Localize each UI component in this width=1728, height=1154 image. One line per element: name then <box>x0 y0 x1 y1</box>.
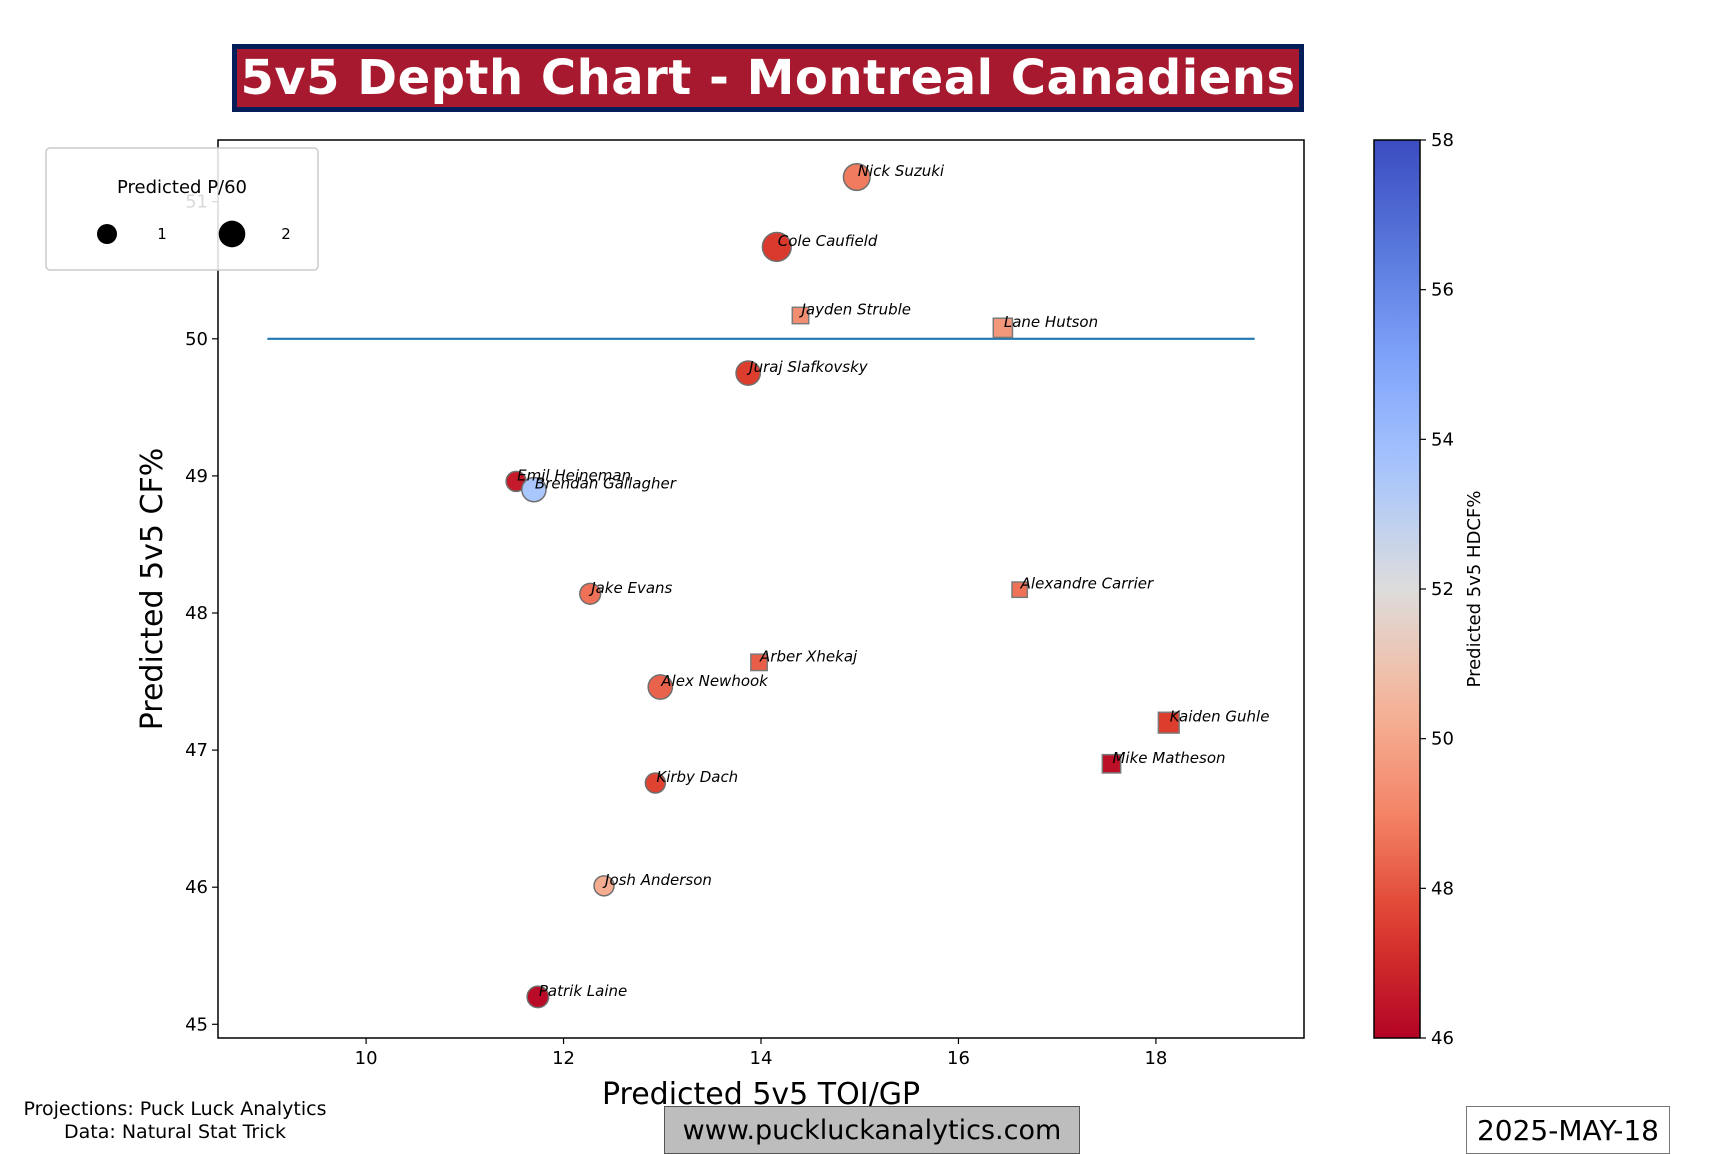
website-label: www.puckluckanalytics.com <box>664 1106 1080 1154</box>
data-point-square <box>1101 753 1122 774</box>
point-label: Jake Evans <box>588 579 672 597</box>
colorbar-gradient <box>1373 139 1421 1039</box>
point-label: Emil Heineman <box>517 466 631 484</box>
projections-credit: Projections: Puck Luck Analytics <box>23 1098 327 1120</box>
colorbar-tick-label: 50 <box>1431 729 1454 750</box>
y-axis-label: Predicted 5v5 CF% <box>135 448 170 731</box>
point-label: Josh Anderson <box>602 871 712 889</box>
y-tick-label: 46 <box>185 877 208 898</box>
colorbar-tick-label: 52 <box>1431 579 1454 600</box>
data-point-circle <box>521 476 547 503</box>
legend-marker <box>97 224 117 244</box>
data-point-square <box>750 653 768 672</box>
legend-box <box>45 147 319 271</box>
point-label: Alex Newhook <box>660 672 769 690</box>
colorbar-tick-label: 56 <box>1431 280 1454 301</box>
size-legend: Predicted P/60 1 2 <box>45 147 319 271</box>
data-point-circle <box>526 985 550 1009</box>
date-label: 2025-MAY-18 <box>1466 1106 1670 1154</box>
data-credit: Data: Natural Stat Trick <box>64 1121 286 1143</box>
footer-credits: Projections: Puck Luck Analytics Data: N… <box>10 1098 340 1144</box>
plot-area: 101214161845464748495051Nick SuzukiCole … <box>185 139 1305 1069</box>
point-label: Mike Matheson <box>1112 749 1225 767</box>
point-label: Kirby Dach <box>656 768 738 786</box>
legend-label: 1 <box>157 225 167 243</box>
y-tick-label: 47 <box>185 740 208 761</box>
point-label: Brendan Gallagher <box>535 475 677 493</box>
colorbar-tick-label: 46 <box>1431 1028 1454 1049</box>
y-tick-label: 45 <box>185 1014 208 1035</box>
point-label: Cole Caufield <box>778 232 878 250</box>
colorbar-label: Predicted 5v5 HDCF% <box>1464 491 1485 688</box>
point-label: Alexandre Carrier <box>1020 575 1154 593</box>
point-label: Nick Suzuki <box>858 162 945 180</box>
data-point-circle <box>579 582 602 605</box>
data-point-circle <box>842 162 871 192</box>
colorbar-tick-label: 58 <box>1431 130 1454 151</box>
data-point-square <box>1011 581 1029 599</box>
y-tick-label: 48 <box>185 603 208 624</box>
data-point-circle <box>761 231 792 263</box>
point-label: Kaiden Guhle <box>1170 708 1270 726</box>
data-point-circle <box>735 360 762 386</box>
x-tick-label: 16 <box>947 1048 970 1069</box>
x-tick-label: 10 <box>355 1048 378 1069</box>
legend-marker <box>218 220 246 248</box>
data-point-circle <box>647 674 674 700</box>
point-label: Jayden Struble <box>798 300 911 318</box>
data-point-square <box>791 306 810 325</box>
legend-label: 2 <box>281 225 291 243</box>
data-point-circle <box>593 875 615 897</box>
chart-title: 5v5 Depth Chart - Montreal Canadiens <box>240 50 1296 106</box>
y-tick-label: 50 <box>185 329 208 350</box>
data-point-square <box>992 317 1014 339</box>
chart-title-banner: 5v5 Depth Chart - Montreal Canadiens <box>232 44 1304 112</box>
legend-title: Predicted P/60 <box>117 177 247 198</box>
x-tick-label: 18 <box>1144 1048 1167 1069</box>
point-label: Lane Hutson <box>1004 313 1098 331</box>
colorbar: 46 48 50 52 54 56 58 Predicted 5v5 HDCF% <box>1373 130 1485 1049</box>
point-label: Juraj Slafkovsky <box>746 358 869 376</box>
colorbar-tick-label: 48 <box>1431 878 1454 899</box>
colorbar-tick-label: 54 <box>1431 429 1454 450</box>
y-tick-label: 49 <box>185 466 208 487</box>
x-tick-label: 14 <box>750 1048 773 1069</box>
x-tick-label: 12 <box>552 1048 575 1069</box>
data-point-square <box>1157 711 1180 734</box>
point-label: Arber Xhekaj <box>759 647 858 665</box>
point-label: Patrik Laine <box>539 982 627 1000</box>
data-point-circle <box>644 772 667 794</box>
